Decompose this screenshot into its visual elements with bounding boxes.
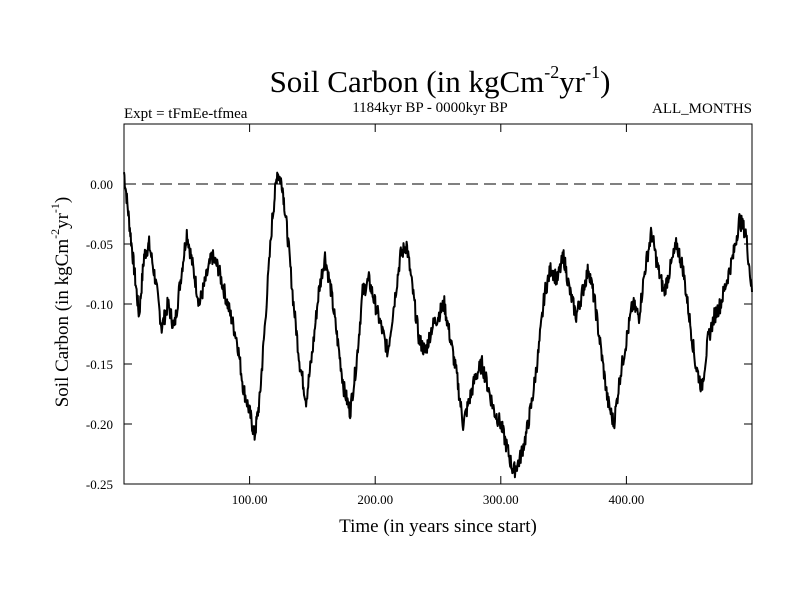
y-tick-label: -0.05 xyxy=(86,237,113,252)
y-axis-label-sup2: -1 xyxy=(48,203,62,213)
y-axis-label-sup1: -2 xyxy=(48,229,62,239)
x-tick-label: 400.00 xyxy=(609,492,645,507)
x-tick-label: 200.00 xyxy=(357,492,393,507)
y-axis-label-main: Soil Carbon (in kgCm xyxy=(52,239,73,408)
y-tick-label: -0.15 xyxy=(86,357,113,372)
y-tick-label: -0.25 xyxy=(86,477,113,492)
y-axis-label: Soil Carbon (in kgCm-2yr-1) xyxy=(48,197,73,408)
x-axis-label: Time (in years since start) xyxy=(339,516,537,537)
chart-title-mid: yr xyxy=(559,64,586,99)
chart-title-end: ) xyxy=(600,64,610,99)
y-tick-label: -0.10 xyxy=(86,297,113,312)
y-tick-label: 0.00 xyxy=(90,177,113,192)
y-axis: 0.00 -0.05 -0.10 -0.15 -0.20 -0.25 xyxy=(86,177,752,492)
chart-title-main: Soil Carbon (in kgCm xyxy=(270,64,545,99)
chart-title-sup2: -1 xyxy=(585,62,600,82)
series-line-soil-carbon xyxy=(123,171,753,479)
chart-title-sup1: -2 xyxy=(544,62,559,82)
x-tick-label: 100.00 xyxy=(232,492,268,507)
subtitle-experiment: Expt = tFmEe-tfmea xyxy=(124,106,248,122)
plot-frame xyxy=(123,123,753,485)
subtitle-months: ALL_MONTHS xyxy=(652,101,752,117)
x-tick-label: 300.00 xyxy=(483,492,519,507)
chart-title: Soil Carbon (in kgCm-2yr-1) xyxy=(270,62,611,99)
subtitle-time-range: 1184kyr BP - 0000kyr BP xyxy=(352,100,508,116)
y-axis-label-mid: yr xyxy=(52,212,73,229)
y-tick-label: -0.20 xyxy=(86,417,113,432)
x-axis: 100.00 200.00 300.00 400.00 xyxy=(232,124,645,507)
y-axis-label-end: ) xyxy=(52,197,73,203)
